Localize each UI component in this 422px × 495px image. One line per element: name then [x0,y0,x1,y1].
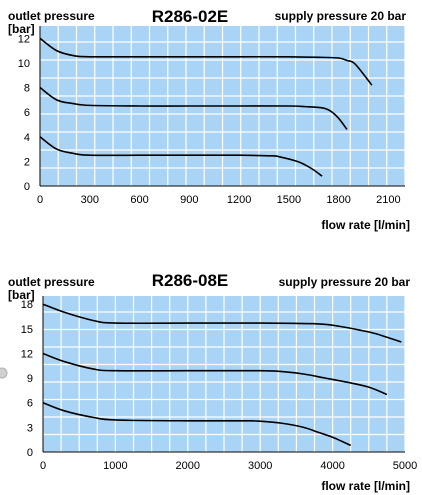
y-tick-label: 12 [18,33,30,45]
chart2-plot-area: 0 1000 2000 3000 4000 5000 0 3 6 9 12 15 18 [21,296,417,472]
x-tick-label: 2100 [376,194,400,206]
x-tick-label: 1000 [103,460,127,472]
y-tick-label: 10 [18,58,30,70]
y-tick-label: 4 [24,132,30,144]
x-tick-label: 900 [180,194,198,206]
chart1-yunit: [bar] [8,22,35,36]
chart2-ylabel: outlet pressure [8,275,95,289]
chart2-yunit: [bar] [8,288,35,302]
chart2-xlabel: flow rate [l/min] [321,479,410,493]
y-tick-label: 2 [24,156,30,168]
y-tick-label: 6 [24,107,30,119]
series-line-2 [42,352,388,396]
x-tick-label: 3000 [248,460,272,472]
x-tick-label: 4000 [320,460,344,472]
chart1-plot-area: 0 300 600 900 1200 1500 1800 2100 0 2 4 6 8 10 12 [18,26,406,206]
y-tick-label: 0 [24,181,30,193]
chart-r286-02e: outlet pressure [bar] R286-02E supply pr… [8,7,410,232]
chart1-title: R286-02E [152,7,229,26]
x-tick-label: 1500 [277,194,301,206]
y-tick-label: 3 [27,422,33,434]
x-tick-label: 1800 [326,194,350,206]
x-tick-label: 1200 [227,194,251,206]
series-line-1 [39,37,373,86]
series-line-1 [42,303,402,343]
y-tick-label: 9 [27,373,33,385]
y-tick-label: 8 [24,83,30,95]
y-tick-label: 0 [27,447,33,459]
chart1-xlabel: flow rate [l/min] [321,218,410,232]
chart2-title: R286-08E [152,271,229,290]
chart1-ylabel: outlet pressure [8,9,95,23]
x-tick-label: 0 [40,460,46,472]
series-line-3 [42,401,352,447]
x-tick-label: 600 [130,194,148,206]
chart2-annotation: supply pressure 20 bar [279,275,411,289]
x-tick-label: 5000 [393,460,417,472]
x-tick-label: 300 [81,194,99,206]
series-line-2 [39,86,348,130]
x-tick-label: 2000 [176,460,200,472]
series-line-3 [39,136,323,177]
chart1-annotation: supply pressure 20 bar [275,9,407,23]
y-tick-label: 18 [21,299,33,311]
y-tick-label: 6 [27,398,33,410]
y-tick-label: 12 [21,348,33,360]
chart-r286-08e: outlet pressure [bar] R286-08E supply pr… [8,271,417,493]
y-tick-label: 15 [21,324,33,336]
x-tick-label: 0 [37,194,43,206]
edge-marker-icon [0,367,8,379]
